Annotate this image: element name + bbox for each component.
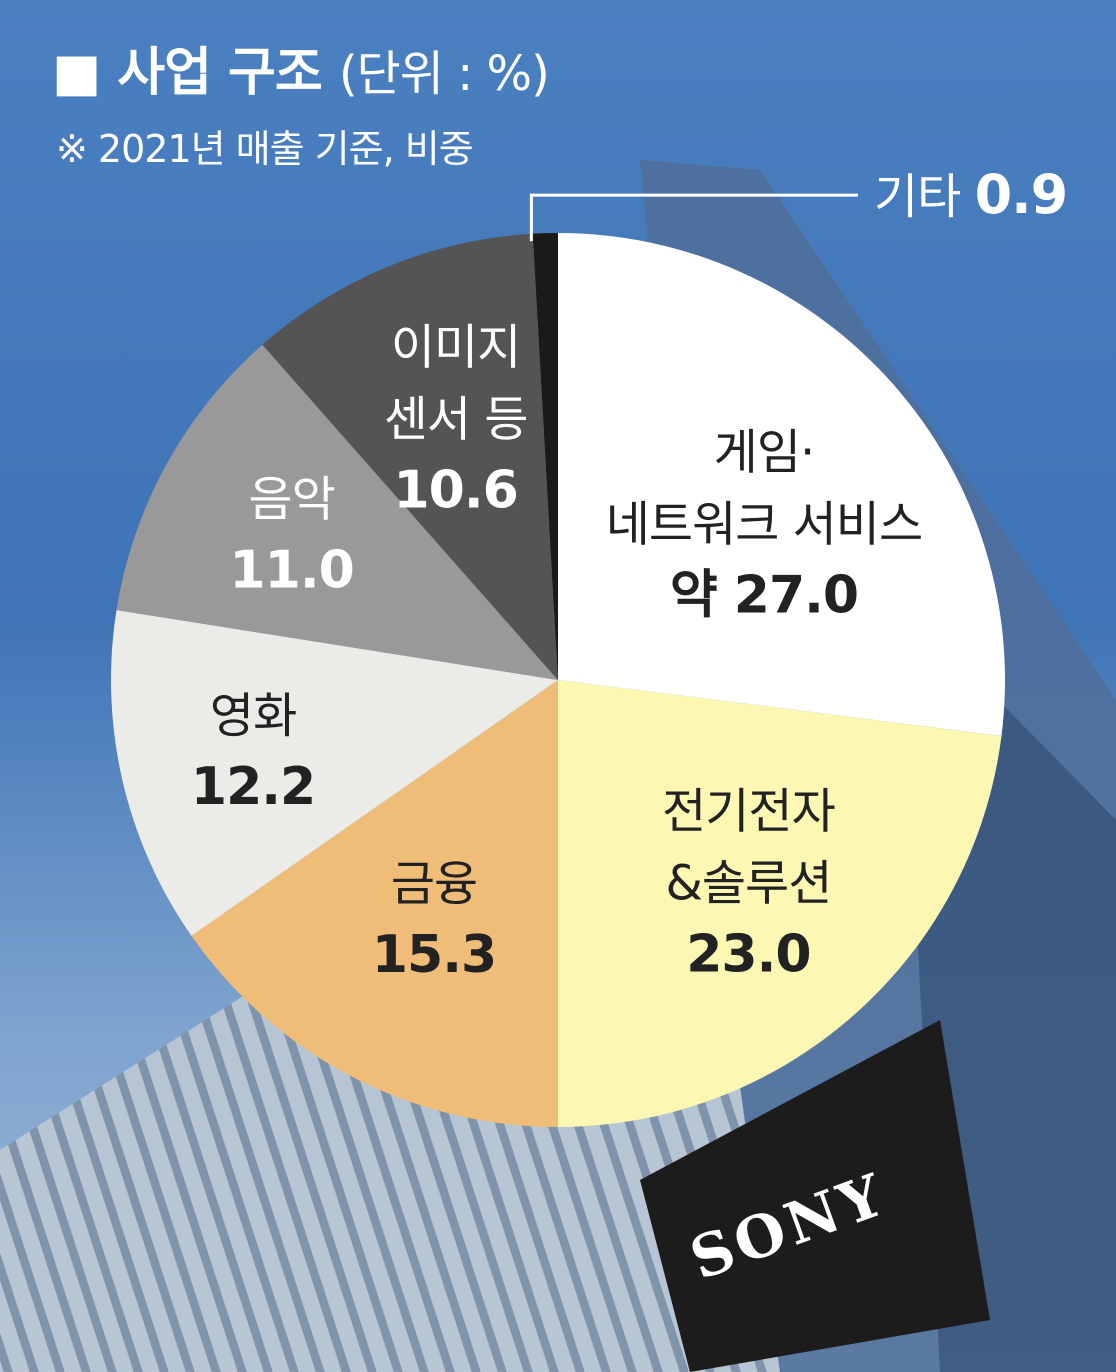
slice-value-label: 0.9: [975, 163, 1068, 226]
title-unit: (단위 : %): [338, 46, 550, 102]
pie-slice-기타: [532, 233, 558, 680]
pie-slice-이미지-센서-등: [262, 233, 558, 680]
slice-value-label: 23.0: [686, 924, 810, 984]
slice-name-label: 이미지: [391, 320, 520, 376]
slice-label-음악: 음악 11.0: [229, 472, 353, 601]
slice-name-label: 네트워크 서비스: [606, 497, 922, 553]
slice-name-label: 기타: [874, 169, 975, 225]
callout-label-기타: 기타 0.9: [874, 163, 1067, 226]
slice-name-label: 금융: [391, 856, 477, 912]
slice-name-label: 전기전자: [662, 783, 835, 839]
slice-value-label: 10.6: [393, 461, 517, 521]
slice-value-label: 11.0: [229, 541, 353, 601]
slice-label-영화: 영화 12.2: [191, 688, 315, 817]
slice-name-label: 음악: [248, 472, 334, 528]
title-text: ■ 사업 구조: [52, 43, 323, 103]
pie-slice-음악: [116, 344, 559, 680]
callout-leader-line: [529, 193, 858, 242]
slice-name-label: 영화: [210, 688, 296, 744]
pie-slice-금융: [191, 680, 559, 1127]
slice-value-label: 약 27.0: [670, 566, 858, 626]
slice-value-label: 12.2: [191, 757, 315, 817]
pie-slice-영화: [111, 610, 559, 936]
slice-label-전기전자-솔루션: 전기전자 &솔루션 23.0: [662, 783, 835, 984]
pie-slice-게임-네트워크-서비스: [558, 233, 1005, 737]
page-subtitle: ※ 2021년 매출 기준, 비중: [56, 127, 474, 171]
slice-name-label: &솔루션: [665, 855, 831, 911]
slice-value-label: 15.3: [372, 925, 496, 985]
slice-label-금융: 금융 15.3: [372, 856, 496, 985]
slice-name-label: 센서 등: [384, 392, 528, 448]
pie-slice-전기전자-솔루션: [558, 680, 1002, 1127]
sign-panel: [640, 1020, 990, 1372]
slice-name-label: 게임·: [714, 425, 815, 481]
page-title: ■ 사업 구조 (단위 : %): [52, 30, 550, 105]
